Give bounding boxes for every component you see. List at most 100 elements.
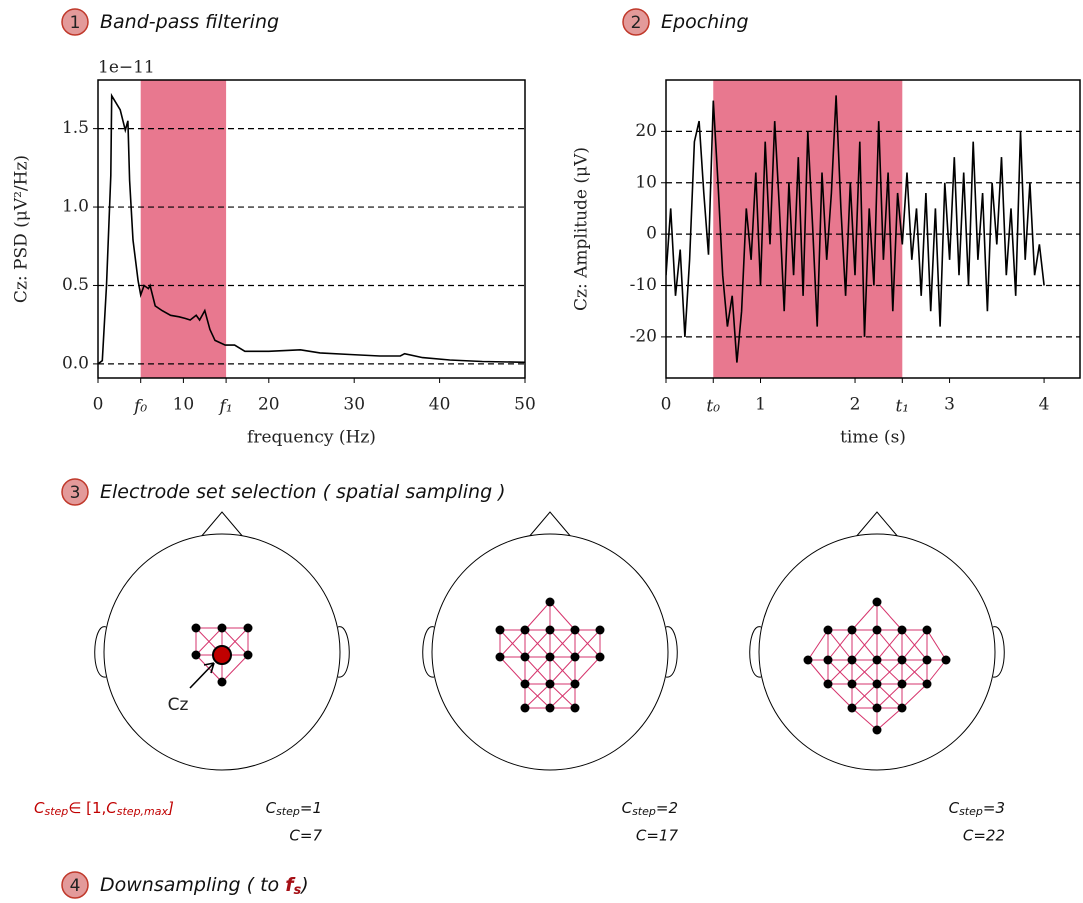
highlight-band bbox=[713, 80, 903, 378]
electrode bbox=[897, 703, 907, 713]
electrode-edge bbox=[827, 659, 853, 685]
electrode-edge bbox=[851, 683, 878, 709]
step-range-part: C bbox=[34, 799, 45, 817]
electrode bbox=[545, 703, 555, 713]
electrode bbox=[823, 625, 833, 635]
section-number: 1 bbox=[70, 13, 81, 33]
section-title-end: ) bbox=[299, 874, 308, 896]
electrode-edge bbox=[876, 683, 903, 709]
step-range: Cstep∈ [1,Cstep,max] bbox=[34, 799, 174, 819]
step-subscript: step bbox=[632, 805, 656, 818]
electrode-edge bbox=[901, 629, 928, 661]
section-title: Electrode set selection ( spatial sampli… bbox=[100, 481, 506, 503]
x-axis-label: frequency (Hz) bbox=[247, 428, 376, 448]
electrode-edge bbox=[876, 629, 903, 661]
electrode bbox=[823, 655, 833, 665]
electrode bbox=[545, 679, 555, 689]
electrode bbox=[847, 679, 857, 689]
section-symbol-sub: s bbox=[294, 883, 302, 898]
electrode bbox=[872, 725, 882, 735]
step-symbol: C bbox=[949, 799, 960, 817]
electrode bbox=[941, 655, 951, 665]
x-tick-label: 1 bbox=[755, 395, 766, 415]
count-label: C=17 bbox=[636, 827, 679, 845]
section-title-text: Band-pass filtering bbox=[100, 11, 279, 33]
electrode bbox=[872, 703, 882, 713]
electrode-edge bbox=[851, 601, 878, 631]
axes-frame bbox=[97, 79, 526, 379]
section-title: Downsampling ( to fs) bbox=[100, 874, 309, 898]
electrode bbox=[922, 679, 932, 689]
y-tick-label: 1.0 bbox=[62, 197, 89, 217]
count-label: C=22 bbox=[963, 827, 1005, 845]
step-label: Cstep=3 bbox=[949, 799, 1005, 819]
electrode-edge bbox=[926, 659, 947, 685]
y-axis-label: Cz: PSD (μV²/Hz) bbox=[12, 155, 32, 303]
electrode-edge bbox=[574, 656, 601, 685]
electrode-edge bbox=[549, 629, 576, 658]
electrode bbox=[570, 652, 580, 662]
electrode-edge bbox=[827, 629, 853, 661]
electrode bbox=[520, 679, 530, 689]
ear bbox=[665, 626, 678, 678]
nose bbox=[854, 511, 900, 539]
x-tick-label: 2 bbox=[850, 395, 861, 415]
section-badge bbox=[622, 8, 650, 36]
step-symbol: C bbox=[266, 799, 277, 817]
section-symbol: f bbox=[285, 874, 296, 896]
electrode-edge bbox=[524, 629, 551, 658]
x-tick-label: 30 bbox=[343, 395, 365, 415]
section-title: Epoching bbox=[661, 11, 749, 33]
electrode-edge bbox=[901, 659, 928, 685]
electrode bbox=[520, 625, 530, 635]
section-number: 4 bbox=[70, 876, 81, 896]
step-value: =1 bbox=[300, 799, 322, 817]
section-title: Band-pass filtering bbox=[100, 11, 279, 33]
electrode bbox=[545, 597, 555, 607]
x-tick-label: 0 bbox=[93, 395, 104, 415]
electrode-edge bbox=[851, 707, 878, 731]
electrode-edge bbox=[549, 601, 576, 631]
y-tick-label: 1.5 bbox=[62, 118, 89, 138]
data-line bbox=[666, 95, 1045, 363]
nose bbox=[527, 511, 573, 539]
arrow bbox=[189, 662, 215, 689]
step-range-part: ∈ [1, bbox=[68, 799, 106, 817]
electrode-edge bbox=[221, 654, 249, 683]
y-tick-label: 0.0 bbox=[62, 353, 89, 373]
electrode bbox=[595, 652, 605, 662]
y-tick-label: -10 bbox=[630, 275, 657, 295]
electrode-edge bbox=[827, 683, 853, 709]
electrode bbox=[847, 655, 857, 665]
electrode bbox=[520, 652, 530, 662]
step-range-part: step bbox=[44, 805, 68, 818]
electrode bbox=[847, 625, 857, 635]
electrode-label: Cz bbox=[168, 695, 189, 715]
step-value: =3 bbox=[983, 799, 1005, 817]
y-tick-label: 20 bbox=[635, 121, 657, 141]
electrode bbox=[922, 625, 932, 635]
electrode bbox=[570, 679, 580, 689]
electrode bbox=[570, 625, 580, 635]
step-value: =2 bbox=[656, 799, 678, 817]
section-title-text: Electrode set selection ( spatial sampli… bbox=[100, 481, 506, 503]
section-badge bbox=[61, 478, 89, 506]
data-line bbox=[98, 92, 525, 365]
x-axis-label: time (s) bbox=[840, 428, 906, 448]
span-tick-label: f₀ bbox=[132, 397, 147, 417]
electrode bbox=[823, 679, 833, 689]
ear bbox=[422, 626, 435, 678]
electrode-edge bbox=[901, 683, 928, 709]
section-title-text: Downsampling ( to bbox=[100, 874, 285, 896]
electrode-edge bbox=[524, 601, 551, 631]
section-title-text: Epoching bbox=[661, 11, 749, 33]
electrode-edge bbox=[549, 656, 576, 685]
x-tick-label: 20 bbox=[258, 395, 280, 415]
section-number: 3 bbox=[70, 483, 81, 503]
electrode-edge bbox=[549, 683, 576, 709]
step-range-part: C bbox=[106, 799, 117, 817]
x-tick-label: 3 bbox=[944, 395, 955, 415]
electrode-edge bbox=[876, 707, 903, 731]
step-subscript: step bbox=[276, 805, 300, 818]
